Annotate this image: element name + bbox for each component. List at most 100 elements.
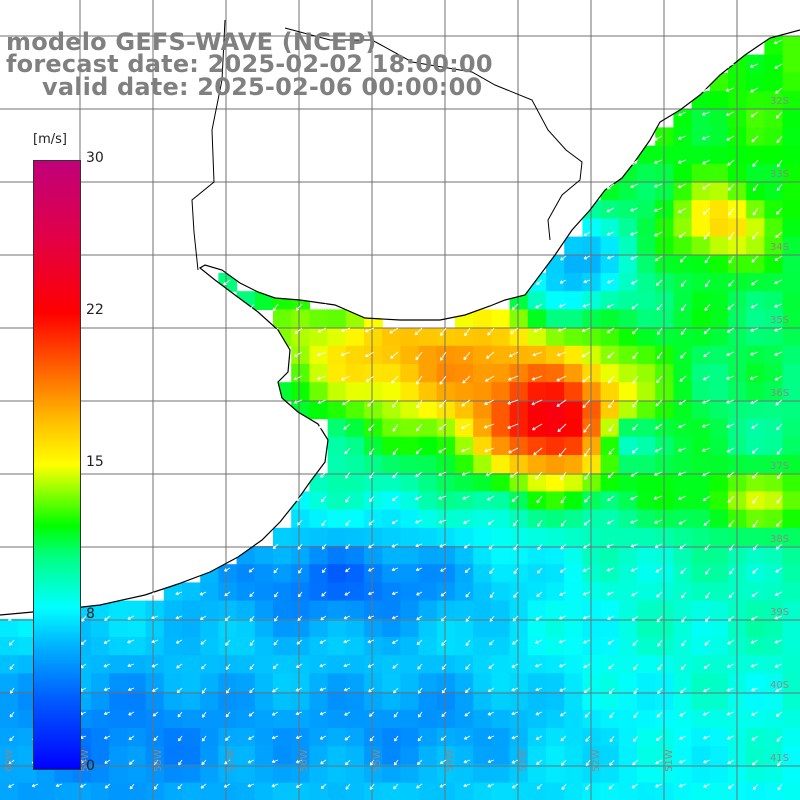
- wind-arrow: [342, 399, 351, 406]
- wind-arrow: [367, 615, 375, 620]
- wind-arrow: [678, 447, 687, 452]
- wind-arrow: [752, 543, 759, 551]
- wind-arrow: [701, 87, 711, 92]
- wind-arrow: [535, 615, 543, 621]
- wind-arrow: [463, 735, 471, 740]
- wind-arrow: [462, 375, 471, 384]
- wind-arrow: [439, 399, 447, 408]
- wind-arrow: [199, 591, 207, 596]
- latitude-label: 40S: [770, 680, 789, 691]
- latitude-label: 39S: [770, 607, 789, 618]
- wind-arrow: [392, 663, 399, 669]
- wind-arrow: [440, 327, 447, 337]
- wind-arrow: [632, 399, 639, 408]
- wind-arrow: [728, 591, 735, 599]
- wind-arrow: [704, 279, 711, 288]
- wind-arrow: [582, 567, 591, 572]
- wind-arrow: [559, 687, 567, 692]
- wind-arrow: [559, 663, 567, 668]
- wind-arrow: [680, 351, 687, 359]
- wind-arrow: [750, 327, 759, 332]
- wind-arrow: [582, 615, 591, 620]
- wind-arrow: [702, 495, 711, 502]
- wind-arrow: [81, 615, 87, 622]
- wind-arrow: [461, 399, 471, 407]
- colorbar-tick-15: 15: [86, 454, 104, 470]
- wind-arrow: [295, 687, 303, 692]
- wind-arrow: [414, 327, 423, 336]
- wind-arrow: [487, 759, 495, 764]
- wind-arrow: [727, 639, 735, 645]
- wind-arrow: [558, 615, 567, 620]
- wind-arrow: [752, 567, 759, 574]
- wind-arrow: [750, 639, 759, 644]
- wind-arrow: [178, 735, 183, 742]
- longitude-label: 55W: [372, 749, 383, 772]
- wind-arrow: [729, 543, 735, 551]
- wind-arrow: [750, 687, 759, 692]
- wind-arrow: [393, 759, 399, 766]
- wind-arrow: [321, 519, 327, 527]
- wind-arrow: [678, 207, 687, 214]
- wind-arrow: [223, 783, 231, 788]
- wind-arrow: [726, 399, 735, 404]
- wind-arrow: [726, 327, 735, 333]
- wind-arrow: [725, 63, 735, 68]
- wind-arrow: [606, 303, 615, 309]
- wind-arrow: [535, 711, 543, 716]
- wind-arrow: [80, 783, 87, 788]
- wind-arrow: [272, 303, 279, 312]
- wind-arrow: [128, 735, 135, 741]
- wind-arrow: [8, 639, 15, 646]
- wind-arrow: [391, 567, 399, 572]
- wind-arrow: [606, 591, 615, 596]
- latitude-label: 37S: [770, 461, 789, 472]
- wind-arrow: [345, 543, 351, 550]
- wind-arrow: [438, 495, 447, 500]
- wind-arrow: [224, 759, 231, 765]
- wind-arrow: [483, 423, 495, 429]
- wind-arrow: [369, 783, 375, 790]
- wind-arrow: [127, 663, 135, 668]
- wind-arrow: [655, 567, 663, 573]
- wind-arrow: [248, 303, 255, 312]
- wind-arrow: [680, 279, 687, 288]
- longitude-label: 57W: [226, 749, 237, 772]
- wind-arrow: [585, 735, 591, 742]
- wind-arrow: [248, 711, 255, 717]
- wind-arrow: [465, 591, 471, 598]
- wind-arrow: [175, 591, 183, 596]
- wind-arrow: [535, 471, 543, 480]
- wind-arrow: [557, 423, 567, 433]
- wind-arrow: [607, 639, 615, 645]
- wind-arrow: [248, 735, 255, 740]
- wind-arrow: [439, 543, 447, 548]
- forecast-date: forecast date: 2025-02-02 18:00:00: [6, 50, 493, 78]
- wind-arrow: [127, 639, 135, 644]
- wind-arrow: [702, 447, 711, 452]
- wind-arrow: [631, 279, 639, 285]
- wind-arrow: [584, 711, 591, 718]
- wind-arrow: [320, 783, 327, 790]
- wind-arrow: [368, 591, 375, 596]
- wind-arrow: [391, 591, 399, 596]
- wind-arrow: [654, 255, 663, 262]
- wind-arrow: [702, 159, 711, 165]
- wind-arrow: [774, 639, 783, 644]
- wind-arrow: [581, 327, 591, 333]
- wind-arrow: [439, 759, 447, 765]
- wind-arrow: [369, 759, 375, 766]
- wind-arrow: [293, 399, 303, 404]
- wind-arrow: [631, 303, 639, 310]
- wind-arrow: [393, 687, 399, 694]
- wind-arrow: [560, 519, 567, 527]
- wind-arrow: [249, 591, 255, 598]
- wind-arrow: [393, 783, 399, 790]
- wind-arrow: [440, 615, 447, 622]
- wind-arrow: [274, 591, 279, 598]
- wind-arrow: [536, 783, 543, 790]
- wind-arrow: [487, 735, 495, 740]
- wind-arrow: [630, 159, 639, 165]
- wind-arrow: [702, 207, 711, 215]
